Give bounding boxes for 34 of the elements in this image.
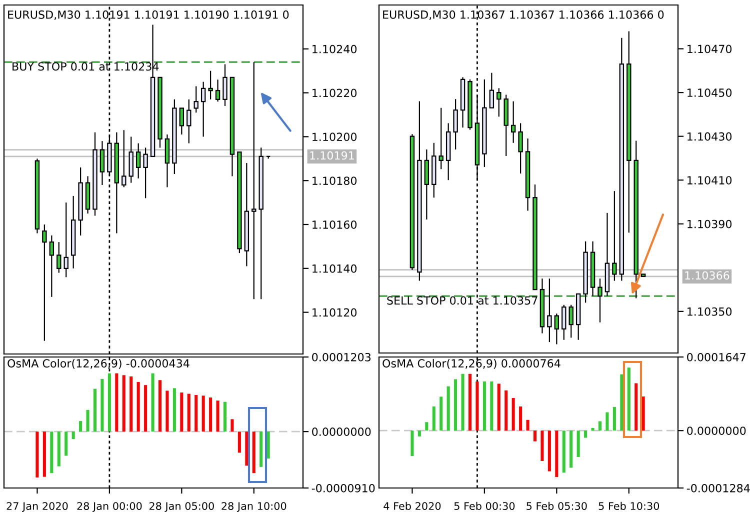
y-tick-label: 1.10410: [688, 176, 732, 184]
x-tick-label: 28 Jan 05:00: [149, 502, 214, 512]
y-tick-label: 1.10180: [312, 176, 357, 185]
ref-line-label: 1.10366: [685, 271, 730, 280]
chart-title: EURUSD,M30 1.10367 1.10367 1.10366 1.10366 0: [383, 10, 664, 20]
y-tick-label: 1.10120: [312, 308, 357, 317]
y-tick-label: 0.0001647: [687, 352, 746, 362]
x-tick-label: 27 Jan 2020: [6, 502, 68, 512]
chart-title: OsMA Color(12,26,9) 0.0000764: [382, 358, 560, 369]
x-tick-label: 5 Feb 00:30: [454, 502, 515, 510]
x-tick-label: 5 Feb 10:30: [598, 502, 660, 510]
y-tick-label: -0.0000910: [312, 484, 375, 492]
y-tick-label: 1.10390: [688, 220, 732, 228]
y-tick-label: 1.10430: [688, 132, 732, 141]
y-tick-label: 0.0000000: [687, 426, 746, 435]
chart-title: EURUSD,M30 1.10191 1.10191 1.10190 1.10191 0: [8, 10, 289, 20]
y-tick-label: 1.10200: [312, 132, 357, 142]
y-tick-label: 0.0001203: [312, 352, 371, 362]
ref-line-label: 1.10191: [310, 151, 354, 160]
y-tick-label: 1.10220: [312, 88, 357, 98]
y-tick-label: 1.10160: [312, 220, 357, 229]
x-tick-label: 28 Jan 10:00: [222, 502, 286, 512]
ref-line-label: SELL STOP 0.01 at 1.10357: [387, 296, 538, 305]
x-tick-label: 5 Feb 05:30: [526, 502, 587, 510]
x-tick-label: 4 Feb 2020: [384, 502, 441, 510]
x-tick-label: 28 Jan 00:00: [77, 502, 142, 512]
y-tick-label: 1.10240: [312, 44, 357, 54]
y-tick-label: 0.0000000: [312, 428, 371, 436]
y-tick-label: -0.0001284: [686, 484, 750, 492]
y-tick-label: 1.10140: [312, 264, 357, 273]
y-tick-label: 1.10350: [688, 307, 732, 316]
chart-title: OsMA Color(12,26,9) -0.0000434: [8, 358, 190, 369]
y-tick-label: 1.10470: [688, 44, 732, 54]
y-tick-label: 1.10450: [688, 88, 732, 97]
